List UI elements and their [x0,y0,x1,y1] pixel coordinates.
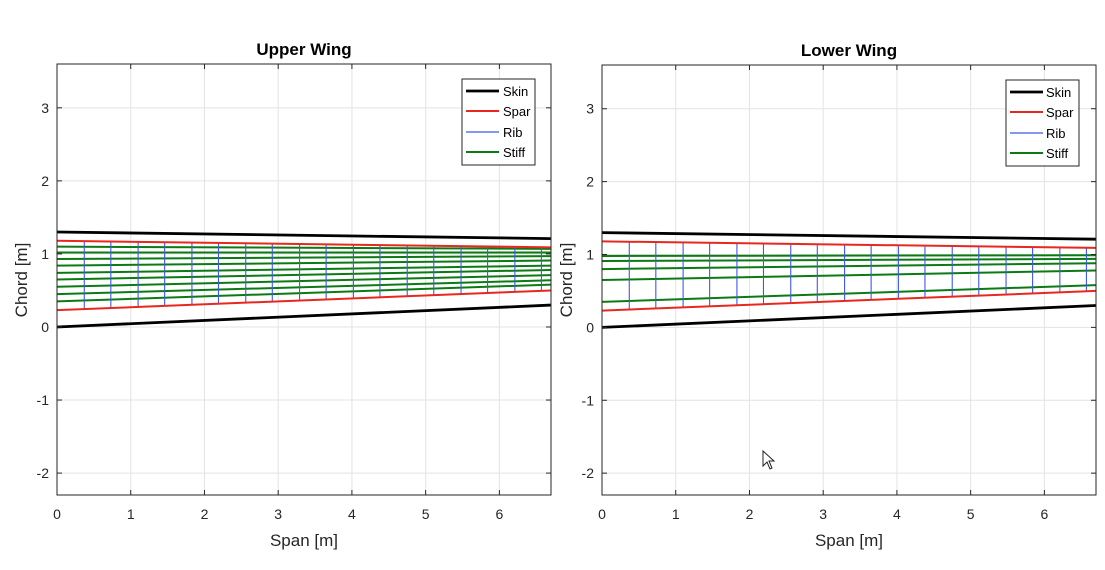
mouse-cursor-icon [762,449,776,470]
legend-label-rib: Rib [1046,126,1066,141]
stiffener-line [56,264,552,274]
legend-label-spar: Spar [1046,105,1074,120]
title-lower-wing: Lower Wing [801,41,897,60]
spar-line-lower [56,289,552,312]
y-tick-label: -1 [582,392,595,408]
stiffener-line [56,255,552,261]
y-tick-label: -2 [37,465,50,481]
x-tick-label: 0 [598,506,606,522]
stiffener-line [56,283,552,303]
x-tick-label: 6 [1040,506,1048,522]
x-tick-label: 6 [495,506,503,522]
spar-line-upper [601,240,1097,249]
title-upper-wing: Upper Wing [256,40,351,59]
legend-label-spar: Spar [503,104,531,119]
legend-label-skin: Skin [503,84,528,99]
skin-line-lower [56,303,552,329]
x-tick-label: 3 [819,506,827,522]
skin-line-upper [601,231,1097,241]
spar-line-upper [56,239,552,249]
legend-label-stiff: Stiff [503,145,526,160]
plot-area-upper-wing: 0 1 2 3 4 5 6 -2 -1 0 1 2 3 [37,63,552,522]
legend-label-stiff: Stiff [1046,146,1069,161]
legend-lower-wing: Skin Spar Rib Stiff [1005,79,1080,167]
panel-lower-wing: Lower Wing Span [m] Chord [m] 0 1 2 3 4 5 6 -2 -… [557,41,1097,550]
y-tick-label: -1 [37,392,50,408]
legend-label-rib: Rib [503,125,523,140]
stiffener-line [56,245,552,250]
axes-box [601,64,1097,496]
ylabel-upper-wing: Chord [m] [12,243,31,318]
stiffener-line [601,284,1097,303]
legend-upper-wing: Skin Spar Rib Stiff [461,78,536,166]
x-tick-label: 5 [967,506,975,522]
plot-area-lower-wing: 0 1 2 3 4 5 6 -2 -1 0 1 2 3 [582,64,1097,522]
spar-line-lower [601,289,1097,312]
y-tick-label: 1 [586,246,594,262]
axes-box [56,63,552,496]
stiffener-line [601,257,1097,263]
x-tick-label: 1 [127,506,135,522]
xlabel-upper-wing: Span [m] [270,531,338,550]
skin-line-lower [601,304,1097,329]
stiffener-line [56,259,552,267]
stiffener-line [56,269,552,281]
stiffener-line [56,274,552,288]
stiffener-line [601,269,1097,281]
panel-upper-wing: Upper Wing Span [m] Chord [m] 0 1 2 3 4 5 6 -2 -… [12,40,552,550]
x-tick-label: 2 [746,506,754,522]
skin-line-upper [56,230,552,240]
legend-label-skin: Skin [1046,85,1071,100]
stiffener-line [56,279,552,296]
x-tick-label: 4 [348,506,356,522]
x-tick-label: 5 [422,506,430,522]
y-tick-label: 0 [41,319,49,335]
legend-box [461,78,536,166]
x-tick-label: 1 [672,506,680,522]
y-tick-label: 3 [586,101,594,117]
y-tick-label: 2 [586,174,594,190]
x-tick-label: 2 [201,506,209,522]
xlabel-lower-wing: Span [m] [815,531,883,550]
x-tick-label: 4 [893,506,901,522]
stiffener-line [601,254,1097,257]
y-tick-label: 3 [41,100,49,116]
ylabel-lower-wing: Chord [m] [557,243,576,318]
y-tick-label: 1 [41,246,49,262]
x-tick-label: 3 [274,506,282,522]
x-tick-label: 0 [53,506,61,522]
stiffener-line [601,262,1097,271]
legend-box [1005,79,1080,167]
y-tick-label: 2 [41,173,49,189]
y-tick-label: 0 [586,319,594,335]
y-tick-label: -2 [582,465,595,481]
